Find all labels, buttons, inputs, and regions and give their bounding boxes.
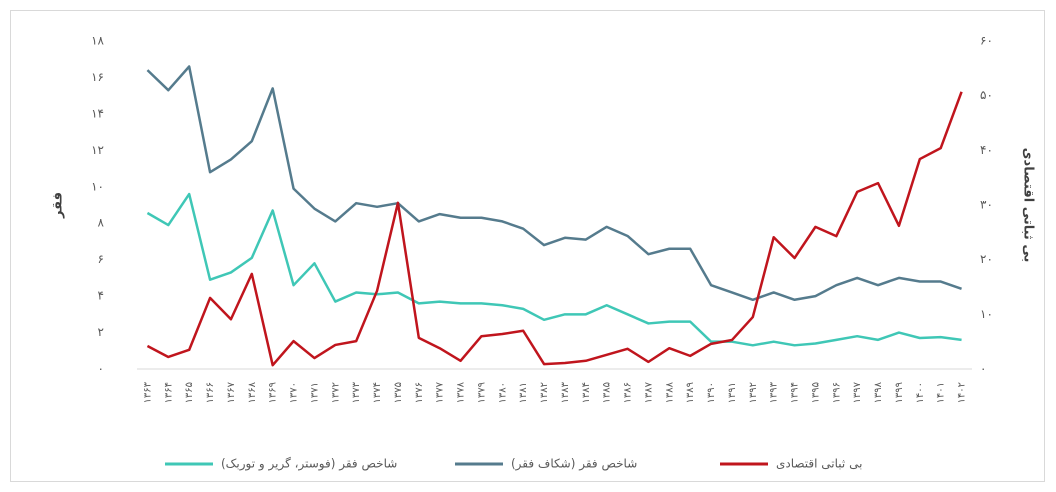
y-tick-label: ۶ xyxy=(98,252,104,266)
x-tick-label: ۱۳۸۷ xyxy=(643,381,654,403)
x-tick-label: ۱۴۰۲ xyxy=(957,382,968,403)
x-tick-label: ۱۳۷۲ xyxy=(330,382,341,403)
series-line xyxy=(146,192,962,347)
x-tick-label: ۱۳۶۵ xyxy=(184,382,195,403)
x-tick-label: ۱۳۷۰ xyxy=(289,382,300,403)
x-tick-label: ۱۳۶۳ xyxy=(142,381,153,403)
legend-label: بی ثباتی اقتصادی xyxy=(776,457,862,471)
y-tick-label: ۲ xyxy=(98,325,104,339)
x-tick-label: ۱۳۸۴ xyxy=(581,382,592,403)
y2-tick-label: ۱۰ xyxy=(980,307,993,321)
x-tick-label: ۱۳۹۳ xyxy=(769,381,780,403)
x-tick-label: ۱۳۹۲ xyxy=(748,382,759,403)
x-tick-label: ۱۳۶۹ xyxy=(268,382,279,403)
y2-axis-title: بی ثباتی اقتصادی xyxy=(1021,148,1036,263)
x-tick-label: ۱۳۷۹ xyxy=(476,382,487,403)
y-axis-title: فقر xyxy=(51,192,66,219)
y-tick-label: ۸ xyxy=(98,216,105,230)
x-tick-label: ۱۳۹۱ xyxy=(727,382,738,403)
y2-tick-label: ۵۰ xyxy=(980,88,993,102)
x-tick-label: ۱۳۶۶ xyxy=(205,382,216,403)
x-tick-label: ۱۳۸۰ xyxy=(497,382,508,403)
x-tick-label: ۱۳۷۷ xyxy=(435,381,446,403)
y-tick-label: ۰ xyxy=(98,362,104,376)
x-tick-label: ۱۳۷۵ xyxy=(393,382,404,403)
x-tick-label: ۱۳۹۵ xyxy=(810,382,821,403)
x-tick-label: ۱۳۹۸ xyxy=(873,381,884,403)
chart-frame xyxy=(10,10,1045,482)
y2-tick-label: ۰ xyxy=(980,362,986,376)
x-tick-label: ۱۳۶۷ xyxy=(226,381,237,403)
y-tick-label: ۱۲ xyxy=(91,143,104,157)
series-line xyxy=(146,91,963,367)
y-tick-label: ۱۴ xyxy=(91,106,104,120)
x-tick-label: ۱۳۷۶ xyxy=(414,382,425,403)
x-tick-label: ۱۳۹۶ xyxy=(831,382,842,403)
legend-label: شاخص فقر (فوستر، گریر و توربک) xyxy=(221,457,397,472)
x-tick-label: ۱۴۰۱ xyxy=(936,382,947,403)
y2-tick-label: ۶۰ xyxy=(980,34,993,48)
x-tick-label: ۱۳۸۹ xyxy=(685,382,696,403)
y-tick-label: ۱۸ xyxy=(91,34,104,48)
x-tick-label: ۱۳۹۹ xyxy=(894,382,905,403)
x-tick-label: ۱۳۹۴ xyxy=(790,382,801,403)
y2-tick-label: ۲۰ xyxy=(980,252,993,266)
x-tick-label: ۱۳۷۳ xyxy=(351,381,362,403)
x-tick-label: ۱۳۸۵ xyxy=(602,382,613,403)
y-tick-label: ۱۶ xyxy=(91,70,104,84)
x-tick-label: ۱۳۷۸ xyxy=(456,381,467,403)
y2-tick-label: ۴۰ xyxy=(980,143,993,157)
legend-label: شاخص فقر (شکاف فقر) xyxy=(511,457,637,472)
x-tick-label: ۱۳۸۸ xyxy=(664,381,675,403)
x-tick-label: ۱۳۸۶ xyxy=(623,382,634,403)
y2-tick-label: ۳۰ xyxy=(980,198,993,212)
series-line xyxy=(146,65,962,302)
y-tick-label: ۱۰ xyxy=(91,179,104,193)
x-tick-label: ۱۳۷۱ xyxy=(309,382,320,403)
x-tick-label: ۱۳۶۸ xyxy=(247,381,258,403)
x-tick-label: ۱۳۸۳ xyxy=(560,381,571,403)
x-tick-label: ۱۳۹۷ xyxy=(852,381,863,403)
x-tick-label: ۱۳۹۰ xyxy=(706,382,717,403)
x-tick-label: ۱۳۸۲ xyxy=(539,382,550,403)
x-tick-label: ۱۳۸۱ xyxy=(518,382,529,403)
x-tick-label: ۱۳۶۴ xyxy=(163,382,174,403)
x-tick-label: ۱۴۰۰ xyxy=(915,382,926,403)
y-tick-label: ۴ xyxy=(98,289,104,303)
x-tick-label: ۱۳۷۴ xyxy=(372,382,383,403)
